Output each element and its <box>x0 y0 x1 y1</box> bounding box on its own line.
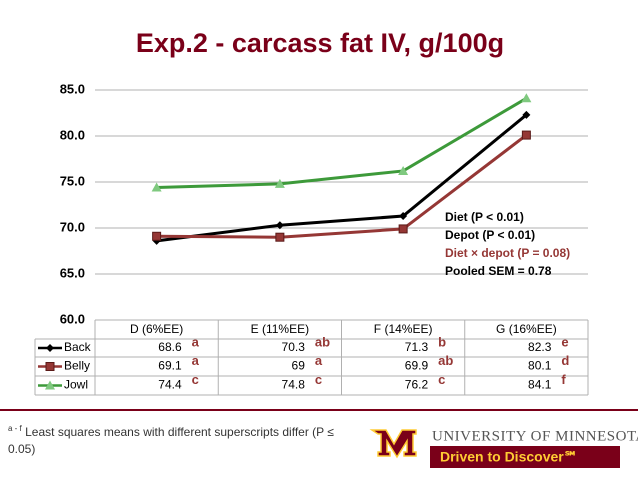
x-tick-label: E (11%EE) <box>251 322 309 336</box>
y-tick-label: 65.0 <box>60 265 85 280</box>
table-value: 69 <box>292 359 306 373</box>
logo-mark <box>369 429 417 459</box>
superscript: b <box>438 334 446 349</box>
footnote-text: Least squares means with different super… <box>8 425 334 456</box>
table-value: 74.8 <box>282 378 306 392</box>
superscript: c <box>438 372 445 387</box>
footnote-superscript: a - f <box>8 424 22 433</box>
x-tick-label: F (14%EE) <box>374 322 433 336</box>
marker <box>521 130 531 140</box>
y-tick-label: 80.0 <box>60 127 85 142</box>
marker <box>151 182 162 192</box>
table-value: 74.4 <box>158 378 182 392</box>
superscript: a <box>315 353 323 368</box>
y-tick-label: 85.0 <box>60 81 85 96</box>
marker <box>275 221 284 230</box>
table-value: 68.6 <box>158 340 182 354</box>
annotation: Diet × depot (P = 0.08) <box>445 246 570 260</box>
series-line <box>156 113 528 243</box>
y-tick-label: 75.0 <box>60 173 85 188</box>
superscript: d <box>561 353 569 368</box>
superscript: f <box>561 372 566 387</box>
table-value: 76.2 <box>405 378 429 392</box>
marker <box>274 178 285 188</box>
logo-name: UNIVERSITY OF MINNESOTA <box>432 428 638 444</box>
table-value: 69.1 <box>158 359 182 373</box>
logo-tagline: Driven to Discover℠ <box>440 449 578 465</box>
y-tick-label: 60.0 <box>60 311 85 326</box>
logo-band <box>430 446 620 468</box>
superscript: a <box>192 353 200 368</box>
superscript: e <box>561 334 568 349</box>
marker <box>522 110 531 119</box>
marker <box>398 224 408 234</box>
table-value: 82.3 <box>528 340 552 354</box>
superscript: c <box>192 372 199 387</box>
table-value: 69.9 <box>405 359 429 373</box>
marker <box>399 212 408 221</box>
superscript: ab <box>315 334 330 349</box>
table-value: 70.3 <box>282 340 306 354</box>
table-value: 84.1 <box>528 378 552 392</box>
annotation: Depot (P < 0.01) <box>445 228 535 242</box>
legend-label: Belly <box>64 359 90 373</box>
x-tick-label: G (16%EE) <box>496 322 557 336</box>
series-line <box>156 96 528 190</box>
y-tick-label: 70.0 <box>60 219 85 234</box>
superscript: c <box>315 372 322 387</box>
legend-label: Jowl <box>64 378 88 392</box>
annotation: Diet (P < 0.01) <box>445 210 524 224</box>
table-value: 80.1 <box>528 359 552 373</box>
marker <box>46 344 54 352</box>
marker <box>152 231 162 241</box>
marker <box>521 93 532 103</box>
superscript: a <box>192 334 200 349</box>
marker <box>45 362 55 371</box>
annotation: Pooled SEM = 0.78 <box>445 264 552 278</box>
footnote: a - f Least squares means with different… <box>8 420 348 458</box>
superscript: ab <box>438 353 453 368</box>
x-tick-label: D (6%EE) <box>130 322 183 336</box>
series-line <box>156 133 528 239</box>
chart-title: Exp.2 - carcass fat IV, g/100g <box>136 28 504 58</box>
table-value: 71.3 <box>405 340 429 354</box>
marker <box>45 380 55 390</box>
marker <box>275 232 285 242</box>
legend-label: Back <box>64 340 92 354</box>
marker <box>398 165 409 175</box>
